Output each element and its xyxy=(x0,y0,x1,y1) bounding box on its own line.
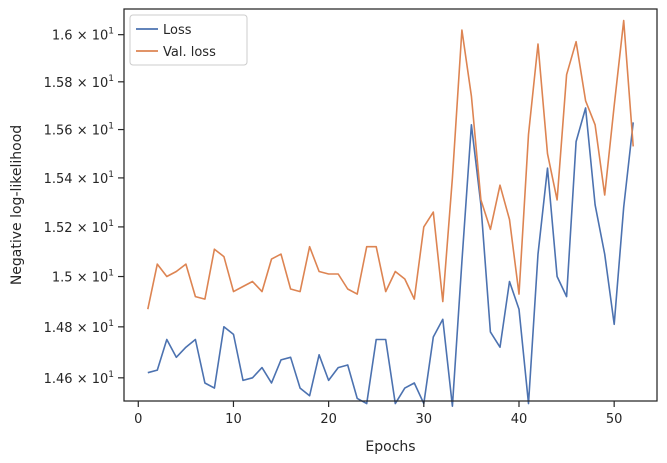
y-tick-label: 1.48 × 101 xyxy=(44,319,114,336)
x-axis-ticks: 0 10 20 30 40 50 xyxy=(134,401,622,427)
y-tick-label: 1.54 × 101 xyxy=(44,170,114,187)
x-tick-label: 40 xyxy=(511,412,528,427)
y-axis-ticks: 1.46 × 101 1.48 × 101 1.5 × 101 1.52 × 101 1… xyxy=(44,27,124,387)
series-line-2 xyxy=(147,19,634,310)
x-tick-label: 0 xyxy=(134,412,142,427)
y-tick-label: 1.46 × 101 xyxy=(44,370,114,387)
y-tick-label: 1.5 × 101 xyxy=(52,269,114,286)
x-tick-label: 10 xyxy=(225,412,242,427)
x-tick-label: 30 xyxy=(416,412,433,427)
x-tick-label: 50 xyxy=(606,412,623,427)
series-line-1 xyxy=(147,107,634,408)
y-tick-label: 1.6 × 101 xyxy=(52,27,114,44)
legend-label-2: Val. loss xyxy=(163,45,216,60)
series-layer xyxy=(147,19,634,408)
y-tick-label: 1.56 × 101 xyxy=(44,122,114,139)
x-tick-label: 20 xyxy=(320,412,337,427)
legend-box xyxy=(129,14,248,66)
x-axis-label: Epochs xyxy=(365,439,415,455)
y-tick-label: 1.52 × 101 xyxy=(44,219,114,236)
legend-label-1: Loss xyxy=(163,23,192,38)
legend: Loss Val. loss xyxy=(129,14,248,66)
plot-frame xyxy=(123,8,658,402)
y-tick-label: 1.58 × 101 xyxy=(44,74,114,91)
y-axis-label: Negative log-likelihood xyxy=(9,125,25,285)
